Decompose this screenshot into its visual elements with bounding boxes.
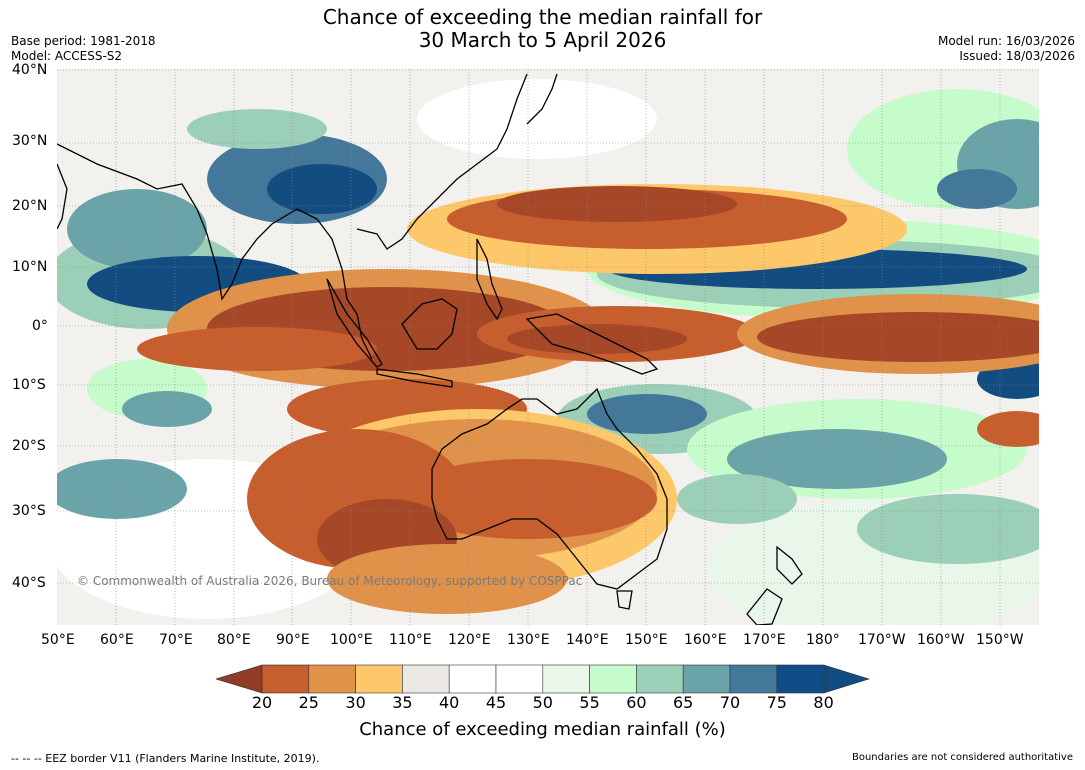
borneo-coastline (401, 298, 458, 350)
colorbar-tick-label: 75 (766, 693, 787, 712)
lon-label-50e: 50°E (41, 632, 75, 648)
colorbar-cell (636, 664, 684, 694)
australia-coastline (431, 387, 668, 590)
colorbar-tick-label: 70 (719, 693, 741, 712)
lon-label-150e: 150°E (625, 632, 668, 648)
lon-label-160e: 160°E (684, 632, 727, 648)
lon-label-70e: 70°E (159, 632, 193, 648)
issued-date: Issued: 18/03/2026 (959, 49, 1075, 63)
lon-label-100e: 100°E (330, 632, 373, 648)
colorbar-cell (682, 664, 731, 694)
lat-label-20s: 20°S (12, 438, 46, 454)
lat-label-20n: 20°N (12, 198, 48, 214)
map-title-line-1: Chance of exceeding the median rainfall … (322, 5, 763, 29)
colorbar-over-arrow (823, 664, 870, 694)
lat-label-0: 0° (32, 318, 48, 334)
lat-label-10n: 10°N (12, 259, 48, 275)
colorbar-cell (261, 664, 310, 694)
colorbar-tick-label: 50 (532, 693, 553, 712)
rainfall-probability-map: © Commonwealth of Australia 2026, Bureau… (57, 69, 1039, 625)
lon-label-120e: 120°E (448, 632, 491, 648)
colorbar-tick-label: 40 (439, 693, 460, 712)
sumatra-coastline (326, 278, 383, 368)
colorbar-tick-label: 20 (251, 693, 273, 712)
colorbar-tick-label: 25 (298, 693, 319, 712)
java-coastline (376, 368, 453, 388)
probability-field (57, 79, 1039, 625)
colorbar-cell (542, 664, 590, 694)
colorbar-under-arrow (216, 664, 263, 694)
colorbar-cell (308, 664, 356, 694)
colorbar-tick-label: 65 (673, 693, 694, 712)
lon-label-170w: 170°W (858, 632, 906, 648)
boundaries-note: Boundaries are not considered authoritat… (851, 752, 1073, 763)
lon-label-150w: 150°W (976, 632, 1024, 648)
colorbar-cell (495, 664, 544, 694)
india-coastline (57, 143, 298, 301)
model-run: Model run: 16/03/2026 (937, 34, 1075, 48)
new-zealand-coastline (746, 545, 803, 625)
colorbar-cell (448, 664, 497, 694)
colorbar-title: Chance of exceeding median rainfall (%) (359, 719, 726, 740)
lat-label-10s: 10°S (12, 377, 46, 393)
lon-label-140e: 140°E (566, 632, 609, 648)
lon-label-130e: 130°E (507, 632, 550, 648)
copyright-notice: © Commonwealth of Australia 2026, Bureau… (77, 574, 582, 588)
lon-label-170e: 170°E (743, 632, 786, 648)
lon-label-180: 180° (806, 632, 840, 648)
lon-label-110e: 110°E (389, 632, 432, 648)
colorbar-tick-label: 30 (345, 693, 366, 712)
colorbar-tick-label: 55 (579, 693, 600, 712)
arabia-coastline (57, 163, 68, 230)
colorbar-cell (355, 664, 403, 694)
colorbar-cell (729, 664, 778, 694)
lon-label-90e: 90°E (276, 632, 310, 648)
lon-label-60e: 60°E (100, 632, 134, 648)
base-period: Base period: 1981-2018 (11, 34, 156, 48)
japan-coastline (526, 73, 558, 125)
new-guinea-coastline (525, 313, 659, 375)
colorbar-cells (261, 664, 824, 694)
southeast-asia-coastline (296, 73, 528, 360)
colorbar-cell (589, 664, 637, 694)
eez-border-note: -- -- -- EEZ border V11 (Flanders Marine… (11, 752, 320, 765)
lon-label-80e: 80°E (217, 632, 251, 648)
colorbar-tick-label: 45 (485, 693, 507, 712)
lat-label-40s: 40°S (12, 575, 46, 591)
model-name: Model: ACCESS-S2 (11, 49, 123, 63)
coastlines (57, 73, 803, 625)
lat-label-30s: 30°S (12, 503, 46, 519)
map-canvas: © Commonwealth of Australia 2026, Bureau… (57, 69, 1039, 625)
colorbar-tick-label: 80 (813, 693, 834, 712)
colorbar-tick-label: 35 (392, 693, 413, 712)
tasmania-coastline (616, 590, 633, 610)
colorbar (216, 664, 870, 694)
colorbar-tick-label: 60 (626, 693, 647, 712)
colorbar-cell (776, 664, 824, 694)
map-title-line-2: 30 March to 5 April 2026 (418, 28, 667, 52)
colorbar-cell (402, 664, 450, 694)
lon-label-160w: 160°W (917, 632, 965, 648)
philippines-coastline (476, 238, 503, 321)
lat-label-40n: 40°N (12, 62, 48, 78)
lat-label-30n: 30°N (12, 133, 48, 149)
